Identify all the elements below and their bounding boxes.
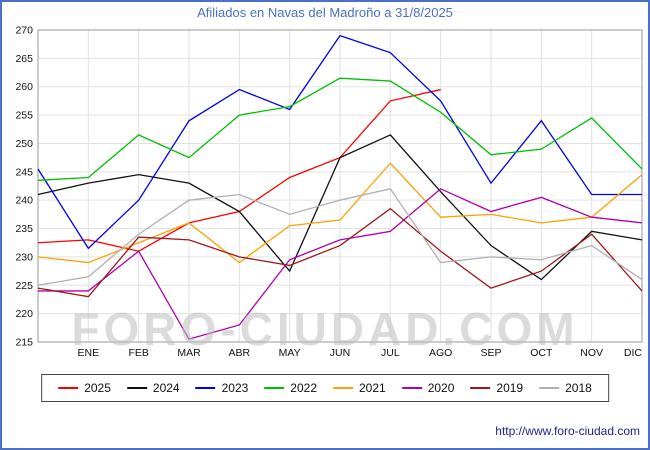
svg-text:JUL: JUL — [381, 347, 400, 359]
source-url-link[interactable]: http://www.foro-ciudad.com — [495, 424, 640, 438]
legend-swatch-2020 — [401, 387, 422, 389]
svg-text:MAY: MAY — [279, 347, 301, 359]
legend-label-2024: 2024 — [152, 381, 180, 395]
series-line-2020 — [38, 188, 643, 340]
svg-text:235: 235 — [15, 223, 33, 235]
legend-label-2022: 2022 — [290, 381, 317, 395]
svg-text:SEP: SEP — [480, 347, 501, 359]
legend-label-2018: 2018 — [565, 381, 592, 395]
svg-text:230: 230 — [15, 251, 33, 263]
svg-text:FEB: FEB — [128, 347, 148, 359]
svg-text:245: 245 — [15, 166, 33, 178]
legend-swatch-2024 — [126, 387, 147, 389]
legend-swatch-2021 — [333, 387, 353, 389]
svg-text:215: 215 — [15, 337, 33, 349]
legend-item-2019: 2019 — [470, 381, 523, 395]
legend-label-2023: 2023 — [221, 381, 249, 395]
svg-text:ENE: ENE — [78, 347, 100, 359]
legend-label-2025: 2025 — [84, 381, 111, 395]
svg-text:250: 250 — [15, 138, 33, 150]
svg-text:ABR: ABR — [229, 347, 251, 359]
legend-item-2020: 2020 — [401, 381, 455, 395]
legend: 2025 2024 2023 2022 2021 2020 2019 2018 — [41, 374, 609, 402]
series-line-2023 — [37, 34, 642, 250]
legend-swatch-2023 — [195, 387, 216, 389]
legend-item-2022: 2022 — [264, 381, 317, 395]
legend-item-2024: 2024 — [126, 381, 180, 395]
legend-label-2021: 2021 — [359, 381, 386, 395]
svg-text:240: 240 — [15, 195, 33, 207]
legend-item-2018: 2018 — [539, 381, 592, 395]
svg-text:MAR: MAR — [177, 347, 201, 359]
svg-text:270: 270 — [15, 25, 33, 37]
legend-label-2019: 2019 — [496, 381, 524, 395]
svg-text:225: 225 — [15, 280, 33, 292]
legend-label-2020: 2020 — [427, 381, 455, 395]
svg-text:NOV: NOV — [580, 347, 603, 359]
svg-text:DIC: DIC — [624, 347, 643, 359]
series-line-2021 — [37, 162, 643, 264]
svg-text:255: 255 — [15, 110, 33, 122]
svg-text:265: 265 — [15, 53, 33, 65]
legend-item-2023: 2023 — [195, 381, 249, 395]
series-line-2019 — [37, 207, 643, 298]
svg-text:JUN: JUN — [330, 347, 350, 359]
legend-swatch-2022 — [264, 387, 285, 389]
legend-swatch-2018 — [539, 387, 560, 389]
legend-item-2021: 2021 — [333, 381, 386, 395]
svg-text:OCT: OCT — [530, 347, 553, 359]
line-chart: 270 265 260 255 250 245 240 235 230 225 220 215 ENE F… — [15, 25, 643, 359]
legend-swatch-2019 — [470, 387, 491, 389]
legend-swatch-2025 — [58, 387, 79, 389]
series-line-2018 — [37, 188, 643, 286]
chart-title: Afiliados en Navas del Madroño a 31/8/20… — [197, 5, 453, 20]
legend-item-2025: 2025 — [58, 381, 111, 395]
series-line-2022 — [37, 77, 643, 181]
svg-text:AGO: AGO — [429, 347, 452, 359]
series-line-2024 — [37, 134, 643, 281]
svg-text:220: 220 — [15, 308, 33, 320]
svg-text:260: 260 — [15, 81, 33, 93]
